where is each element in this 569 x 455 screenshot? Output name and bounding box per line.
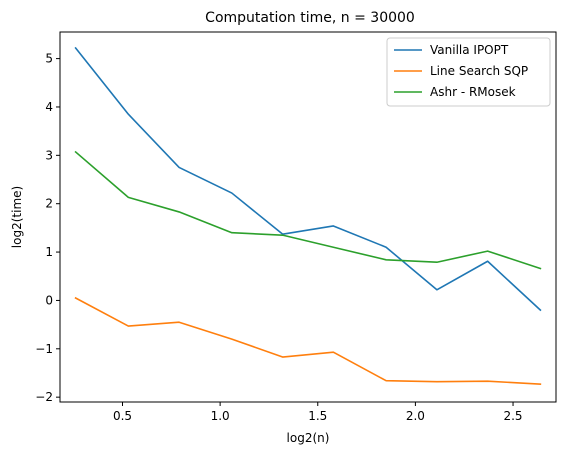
legend-label-1: Vanilla IPOPT <box>430 43 509 57</box>
series-line-3 <box>74 150 542 270</box>
y-tick-label: 1 <box>45 245 53 259</box>
y-axis-ticks: −2 −1 0 1 2 3 4 5 <box>35 52 60 404</box>
x-tick-label: 2.5 <box>503 409 522 423</box>
plot-frame <box>59 31 557 403</box>
y-tick-label: 5 <box>45 52 53 66</box>
series-lines <box>74 46 542 385</box>
y-tick-label: 3 <box>45 148 53 162</box>
y-tick-label: −2 <box>35 390 53 404</box>
y-tick-label: 0 <box>45 293 53 307</box>
legend: Vanilla IPOPT Line Search SQP Ashr - RMose… <box>386 37 551 107</box>
legend-box <box>386 37 551 107</box>
x-tick-label: 0.5 <box>113 409 132 423</box>
y-axis-label: log2(time) <box>10 186 24 248</box>
x-axis-label: log2(n) <box>287 431 330 445</box>
chart-title: Computation time, n = 30000 <box>205 10 415 26</box>
legend-label-3: Ashr - RMosek <box>430 85 516 99</box>
y-tick-label: 2 <box>45 197 53 211</box>
x-axis-ticks: 0.5 1.0 1.5 2.0 2.5 <box>113 402 523 423</box>
x-tick-label: 2.0 <box>406 409 425 423</box>
series-line-2 <box>74 296 542 385</box>
y-tick-label: 4 <box>45 100 53 114</box>
x-tick-label: 1.5 <box>308 409 327 423</box>
x-tick-label: 1.0 <box>211 409 230 423</box>
series-line-1 <box>74 46 542 312</box>
y-tick-label: −1 <box>35 342 53 356</box>
legend-label-2: Line Search SQP <box>430 64 528 78</box>
